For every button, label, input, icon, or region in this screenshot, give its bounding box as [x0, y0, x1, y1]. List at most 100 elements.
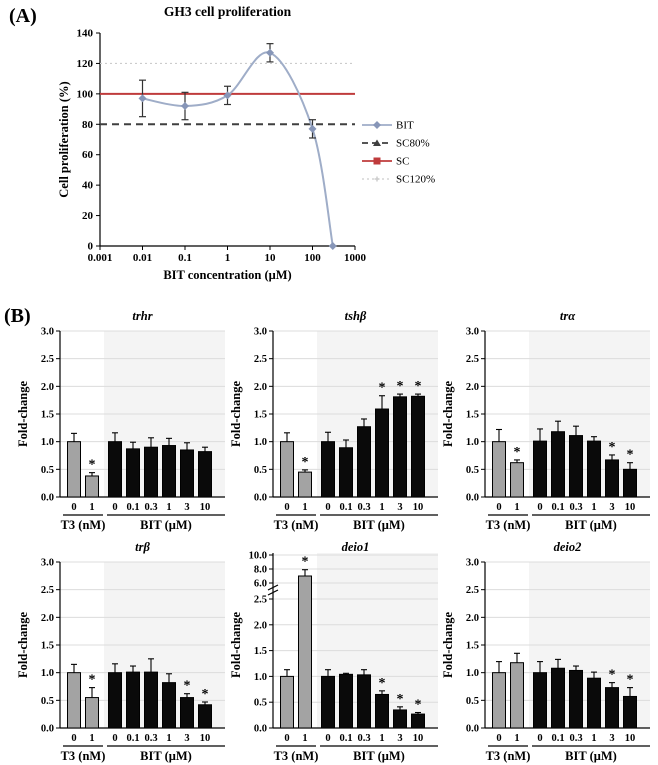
- svg-text:tshβ: tshβ: [345, 309, 367, 323]
- svg-text:BIT (μM): BIT (μM): [140, 518, 192, 532]
- svg-text:0: 0: [112, 733, 117, 744]
- svg-text:3: 3: [397, 502, 402, 513]
- svg-text:3: 3: [397, 733, 402, 744]
- svg-text:1: 1: [514, 502, 519, 513]
- svg-text:0: 0: [537, 733, 542, 744]
- svg-text:20: 20: [82, 210, 94, 222]
- svg-text:Fold-change: Fold-change: [229, 612, 243, 678]
- svg-text:BIT (μM): BIT (μM): [353, 749, 405, 763]
- svg-text:2.0: 2.0: [41, 382, 54, 393]
- svg-text:1: 1: [591, 502, 596, 513]
- svg-text:Fold-change: Fold-change: [16, 612, 30, 678]
- svg-text:2.0: 2.0: [466, 382, 479, 393]
- svg-text:T3 (nM): T3 (nM): [486, 749, 531, 763]
- svg-text:Fold-change: Fold-change: [229, 381, 243, 447]
- svg-text:2.5: 2.5: [254, 354, 267, 365]
- svg-text:10: 10: [413, 733, 424, 744]
- svg-text:0.3: 0.3: [569, 502, 582, 513]
- svg-text:deio2: deio2: [554, 540, 582, 554]
- svg-text:1: 1: [302, 502, 307, 513]
- svg-text:*: *: [89, 458, 96, 473]
- svg-text:trhr: trhr: [132, 309, 152, 323]
- svg-text:SC80%: SC80%: [396, 138, 430, 150]
- svg-text:0.01: 0.01: [133, 252, 152, 264]
- svg-text:0.1: 0.1: [551, 733, 564, 744]
- svg-text:*: *: [302, 455, 309, 470]
- svg-text:T3 (nM): T3 (nM): [274, 749, 319, 763]
- svg-text:*: *: [415, 698, 422, 713]
- svg-text:0.5: 0.5: [41, 696, 54, 707]
- svg-text:0.1: 0.1: [339, 733, 352, 744]
- svg-text:0: 0: [71, 502, 76, 513]
- svg-text:1.0: 1.0: [466, 437, 479, 448]
- svg-text:BIT (μM): BIT (μM): [565, 749, 617, 763]
- svg-text:T3 (nM): T3 (nM): [61, 518, 106, 532]
- svg-text:1: 1: [89, 733, 94, 744]
- svg-text:6.0: 6.0: [254, 579, 267, 590]
- svg-text:1: 1: [166, 733, 171, 744]
- svg-text:BIT (μM): BIT (μM): [565, 518, 617, 532]
- svg-text:1.0: 1.0: [41, 668, 54, 679]
- svg-text:3.0: 3.0: [466, 558, 479, 569]
- svg-text:Cell proliferation (%): Cell proliferation (%): [57, 81, 71, 197]
- svg-text:3.0: 3.0: [41, 327, 54, 338]
- svg-text:*: *: [397, 692, 404, 707]
- svg-text:0.5: 0.5: [254, 698, 267, 709]
- svg-text:0.1: 0.1: [551, 502, 564, 513]
- svg-text:2.0: 2.0: [254, 620, 267, 631]
- svg-text:0.5: 0.5: [41, 465, 54, 476]
- svg-text:*: *: [514, 445, 521, 460]
- panel-a-label: (A): [9, 5, 37, 27]
- svg-text:T3 (nM): T3 (nM): [274, 518, 319, 532]
- svg-text:100: 100: [77, 88, 94, 100]
- svg-text:1: 1: [166, 502, 171, 513]
- svg-text:*: *: [302, 555, 309, 570]
- svg-text:BIT concentration (μM): BIT concentration (μM): [163, 268, 291, 282]
- svg-text:1: 1: [379, 502, 384, 513]
- svg-text:1.0: 1.0: [466, 668, 479, 679]
- svg-text:10: 10: [200, 502, 211, 513]
- svg-text:3.0: 3.0: [41, 558, 54, 569]
- svg-text:0.3: 0.3: [144, 502, 157, 513]
- svg-text:0: 0: [325, 733, 330, 744]
- svg-text:0.0: 0.0: [254, 724, 267, 735]
- svg-text:0: 0: [284, 733, 289, 744]
- svg-text:0.5: 0.5: [254, 465, 267, 476]
- svg-text:0.1: 0.1: [178, 252, 192, 264]
- svg-text:*: *: [397, 379, 404, 394]
- svg-text:0.5: 0.5: [466, 465, 479, 476]
- svg-text:2.5: 2.5: [41, 585, 54, 596]
- svg-text:0.0: 0.0: [466, 724, 479, 735]
- svg-text:deio1: deio1: [342, 540, 370, 554]
- svg-text:3.0: 3.0: [466, 327, 479, 338]
- svg-text:1.5: 1.5: [254, 410, 267, 421]
- svg-text:1: 1: [89, 502, 94, 513]
- svg-text:80: 80: [82, 119, 94, 131]
- svg-text:*: *: [184, 679, 191, 694]
- svg-text:8.0: 8.0: [254, 565, 267, 576]
- svg-text:1.0: 1.0: [254, 672, 267, 683]
- panel-b-label: (B): [4, 305, 31, 327]
- svg-text:0.0: 0.0: [254, 493, 267, 504]
- svg-text:1: 1: [591, 733, 596, 744]
- svg-text:0: 0: [496, 502, 501, 513]
- svg-text:0: 0: [325, 502, 330, 513]
- svg-text:1.5: 1.5: [41, 410, 54, 421]
- svg-text:*: *: [609, 668, 616, 683]
- svg-text:0: 0: [284, 502, 289, 513]
- svg-text:3: 3: [609, 733, 614, 744]
- svg-text:0.3: 0.3: [357, 502, 370, 513]
- svg-text:T3 (nM): T3 (nM): [486, 518, 531, 532]
- svg-text:0: 0: [88, 241, 94, 253]
- svg-text:0: 0: [112, 502, 117, 513]
- svg-text:10: 10: [625, 502, 636, 513]
- svg-text:3.0: 3.0: [254, 327, 267, 338]
- svg-text:3: 3: [184, 733, 189, 744]
- svg-text:Fold-change: Fold-change: [441, 612, 455, 678]
